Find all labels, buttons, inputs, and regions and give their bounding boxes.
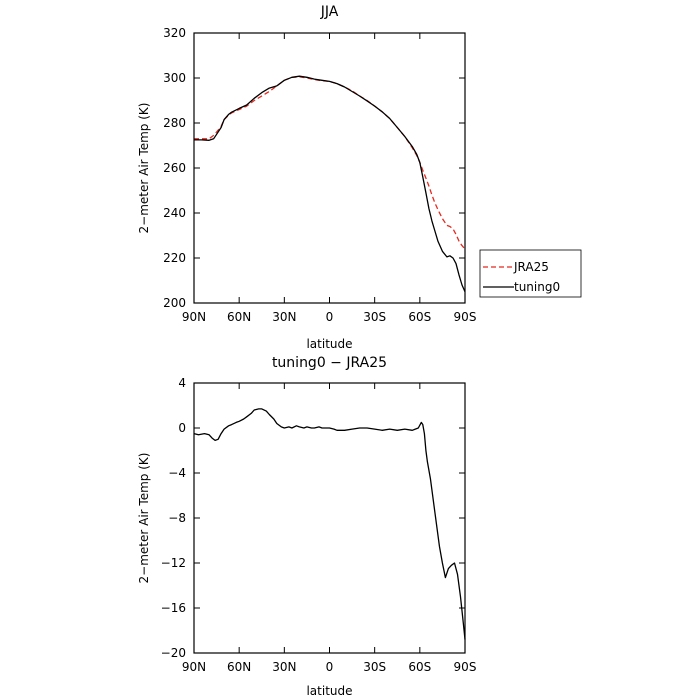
- top-x-tick-label: 60S: [408, 310, 431, 324]
- legend-label-jra25: JRA25: [513, 260, 549, 274]
- bottom-x-tick-label: 0: [326, 660, 334, 674]
- bottom-y-tick-label: −8: [168, 511, 186, 525]
- top-chart-y-axis-label: 2−meter Air Temp (K): [137, 103, 151, 234]
- bottom-x-tick-label: 30S: [363, 660, 386, 674]
- top-y-tick-label: 320: [163, 26, 186, 40]
- legend: JRA25 tuning0: [479, 249, 582, 298]
- bottom-y-tick-label: −20: [161, 646, 186, 660]
- top-y-tick-label: 280: [163, 116, 186, 130]
- bottom-x-tick-label: 90S: [454, 660, 477, 674]
- bottom-chart-title: tuning0 − JRA25: [272, 355, 387, 371]
- top-x-tick-label: 30N: [272, 310, 296, 324]
- top-y-tick-label: 300: [163, 71, 186, 85]
- top-y-tick-label: 240: [163, 206, 186, 220]
- legend-box: [479, 249, 582, 298]
- bottom-chart-x-axis-label: latitude: [306, 684, 352, 698]
- bottom-x-tick-label: 90N: [182, 660, 206, 674]
- legend-label-tuning0: tuning0: [514, 280, 560, 294]
- top-x-tick-label: 30S: [363, 310, 386, 324]
- top-y-tick-label: 200: [163, 296, 186, 310]
- top-chart-panel: JJA 90N 60N 30N 0 30S 60S 90S 200 220 240 260 280 3…: [137, 4, 476, 351]
- bottom-y-tick-label: −12: [161, 556, 186, 570]
- top-x-tick-label: 90N: [182, 310, 206, 324]
- bottom-x-tick-label: 30N: [272, 660, 296, 674]
- top-series-tuning0-line: [194, 75, 466, 293]
- bottom-y-tick-label: −16: [161, 601, 186, 615]
- bottom-chart-panel: tuning0 − JRA25 90N 60N 30N 0 30S 60S 90S 4 0 −4…: [137, 355, 476, 698]
- bottom-chart-y-axis-label: 2−meter Air Temp (K): [137, 453, 151, 584]
- bottom-x-tick-label: 60S: [408, 660, 431, 674]
- bottom-chart-frame: [193, 382, 466, 654]
- bottom-x-tick-label: 60N: [227, 660, 251, 674]
- top-x-tick-label: 60N: [227, 310, 251, 324]
- bottom-y-tick-label: 0: [178, 421, 186, 435]
- top-x-tick-label: 0: [326, 310, 334, 324]
- top-y-tick-label: 260: [163, 161, 186, 175]
- top-chart-title: JJA: [320, 4, 339, 20]
- top-chart-x-axis-label: latitude: [306, 337, 352, 351]
- bottom-y-tick-label: 4: [178, 376, 186, 390]
- top-y-tick-label: 220: [163, 251, 186, 265]
- bottom-series-difference-line: [193, 408, 466, 640]
- top-chart-frame: [193, 32, 466, 304]
- top-x-tick-label: 90S: [454, 310, 477, 324]
- bottom-y-tick-label: −4: [168, 466, 186, 480]
